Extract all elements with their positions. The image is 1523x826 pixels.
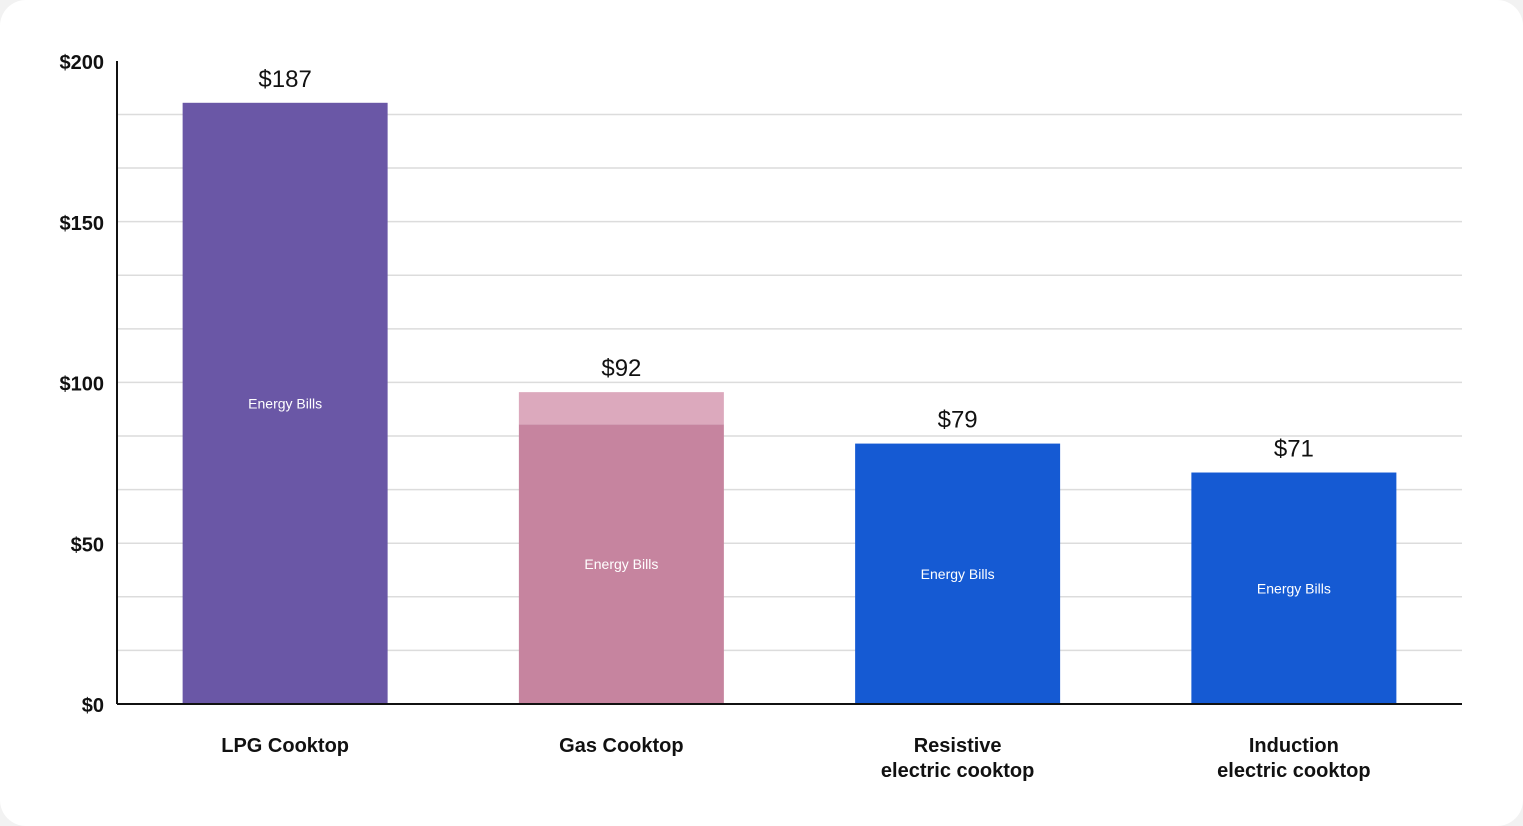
axes	[116, 61, 1462, 705]
bars	[182, 102, 1397, 705]
total-value-label: $71	[1274, 436, 1314, 463]
x-category-label: electric cooktop	[1217, 760, 1370, 782]
total-value-label: $92	[601, 355, 641, 382]
segment-label: Energy Bills	[584, 556, 658, 572]
x-category-label: electric cooktop	[881, 760, 1034, 782]
bar-segment	[518, 392, 724, 425]
x-category-label: LPG Cooktop	[221, 735, 349, 757]
y-tick-label: $150	[60, 213, 105, 235]
segment-label: Energy Bills	[921, 566, 995, 582]
y-tick-label: $50	[71, 534, 104, 556]
segment-label: Energy Bills	[1257, 580, 1331, 596]
bar-segment	[1191, 472, 1397, 704]
x-category-label: Resistive	[914, 735, 1002, 757]
bar-segment	[182, 102, 388, 705]
labels: $0 $50 $100 $150 $200 Energy Bills $187 LPG Coo…	[60, 52, 1371, 782]
y-tick-label: $0	[82, 695, 104, 717]
segment-label: Energy Bills	[248, 395, 322, 411]
total-value-label: $79	[938, 407, 978, 434]
y-tick-label: $100	[60, 374, 105, 396]
bar-segment	[518, 424, 724, 704]
x-category-label: Gas Cooktop	[559, 735, 683, 757]
x-category-label: Induction	[1249, 735, 1339, 757]
bar-segment	[855, 443, 1061, 704]
y-tick-label: $200	[60, 52, 105, 74]
total-value-label: $187	[258, 66, 311, 93]
